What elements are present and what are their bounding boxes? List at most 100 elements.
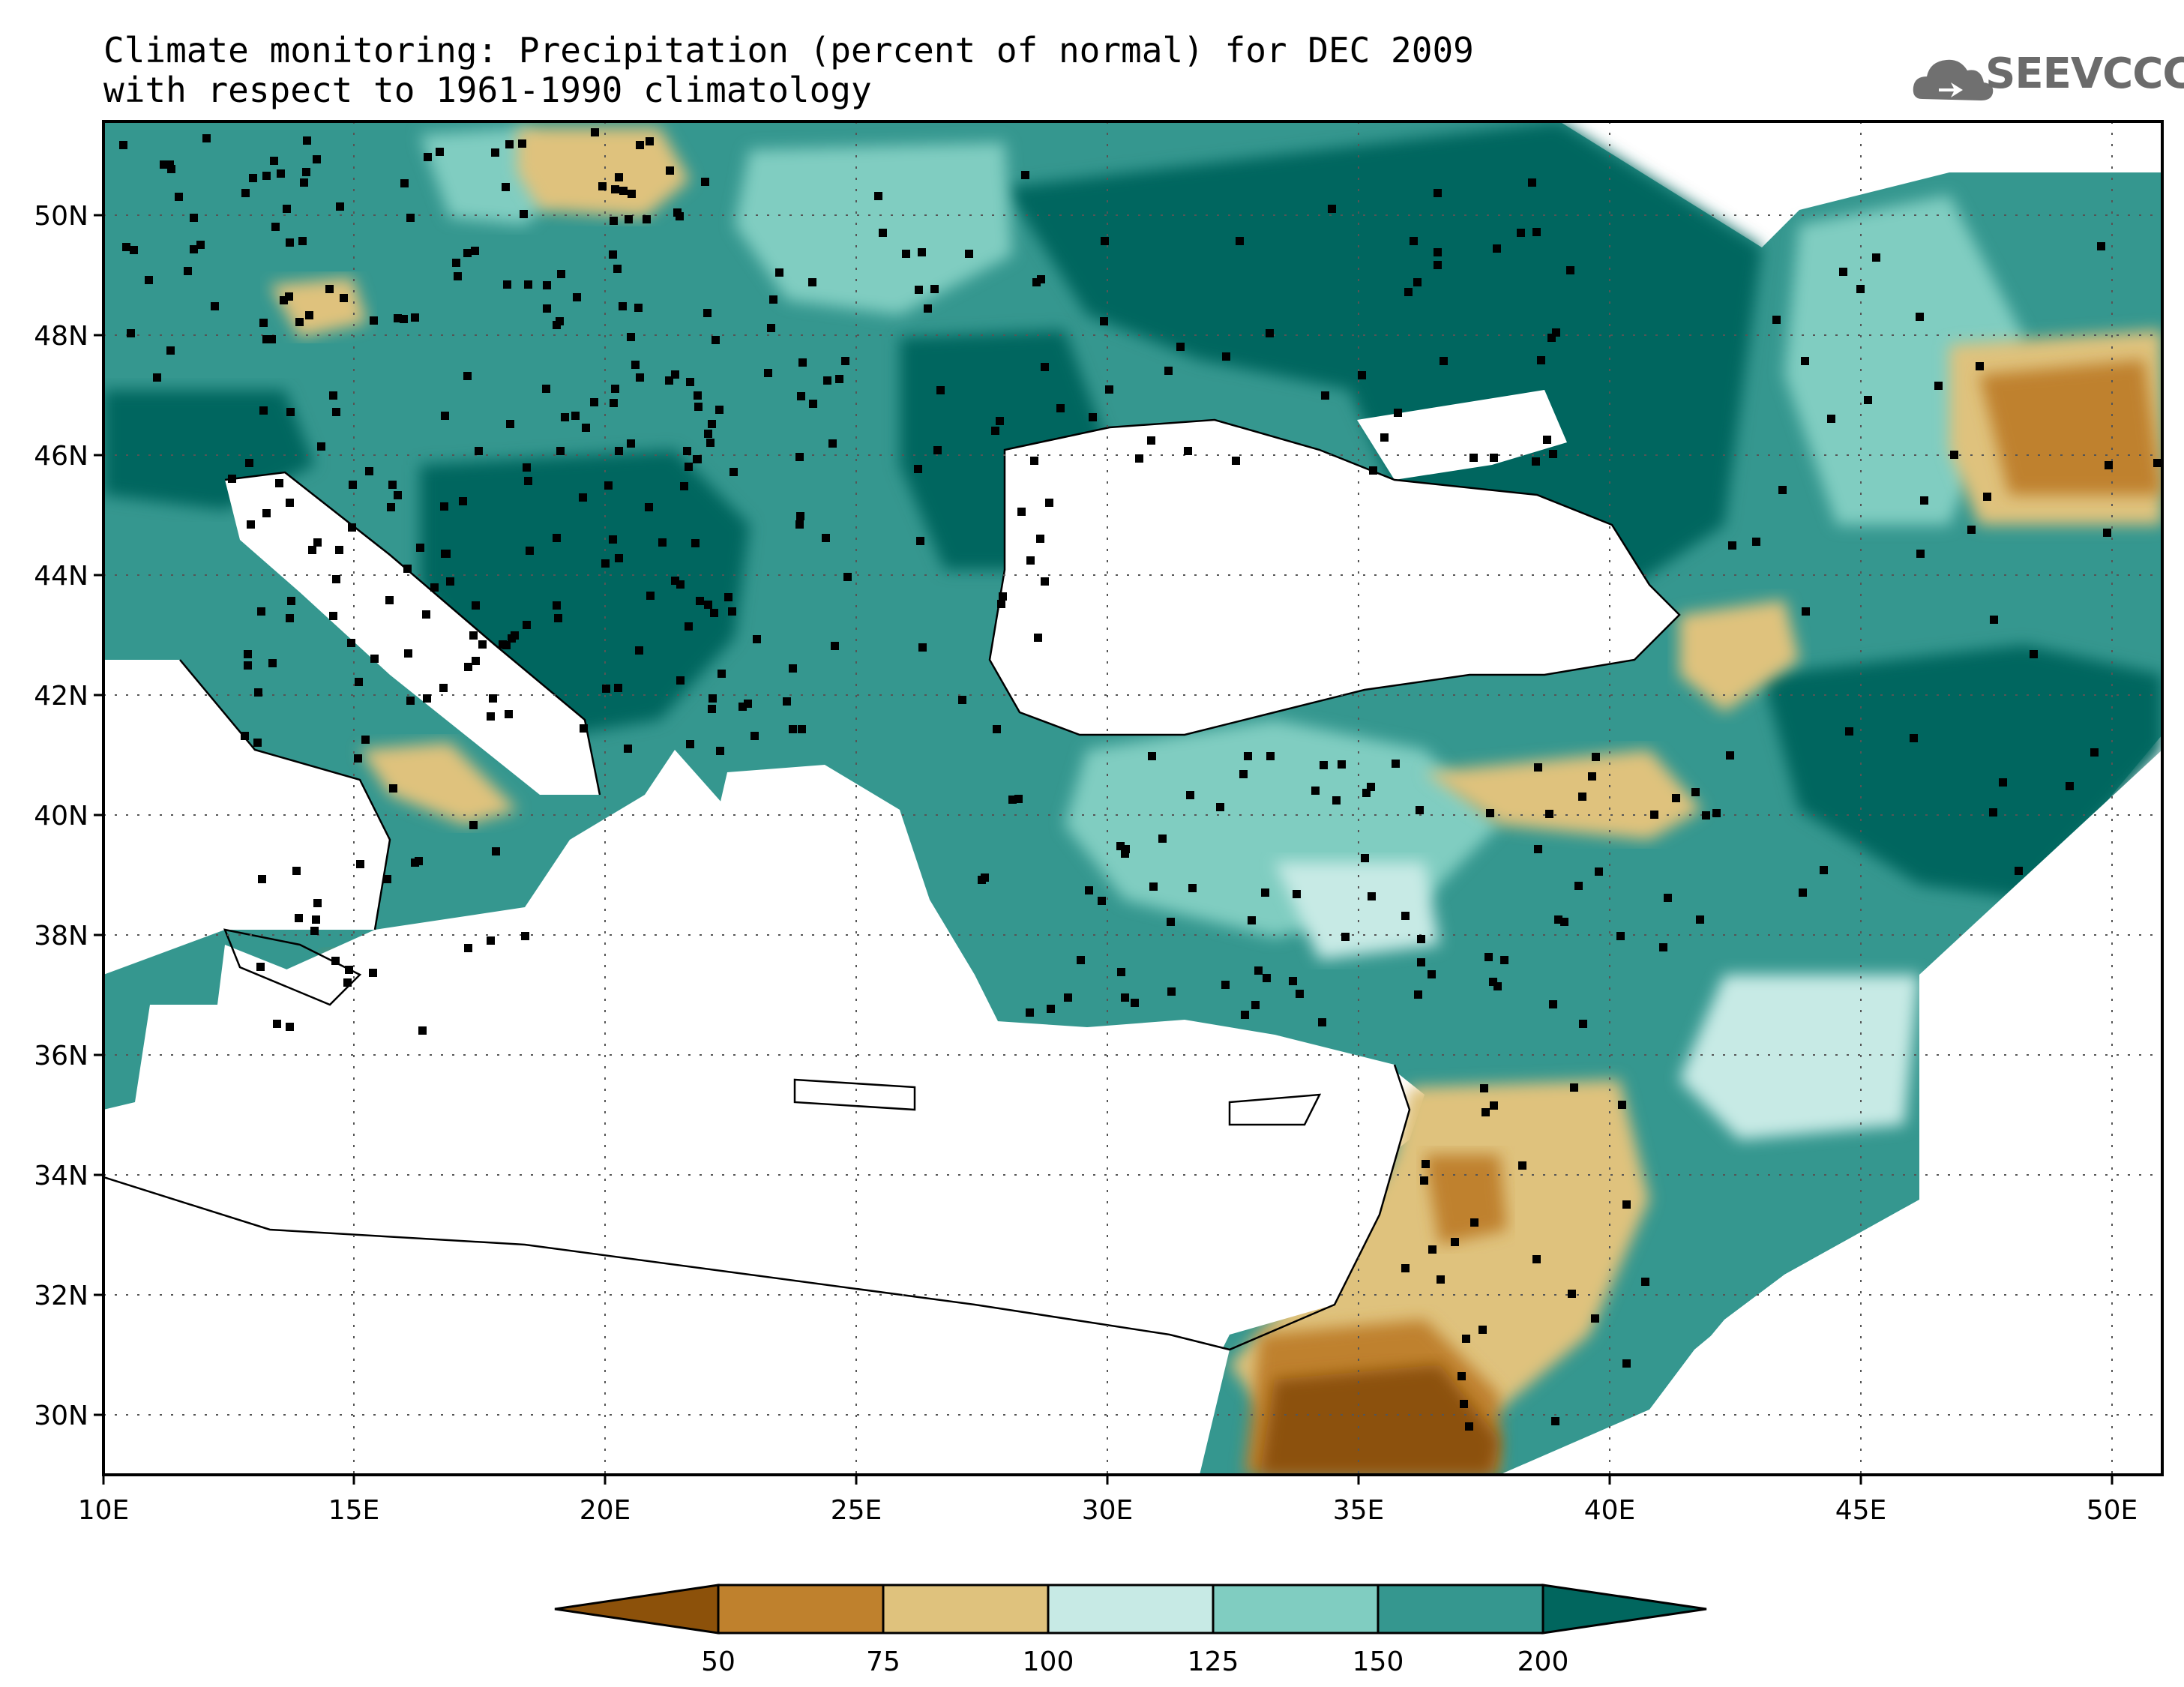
station-marker — [505, 140, 514, 148]
station-marker — [1176, 343, 1185, 351]
station-marker — [258, 875, 266, 883]
station-marker — [610, 399, 618, 407]
station-marker — [492, 847, 500, 855]
station-marker — [1920, 496, 1928, 505]
station-marker — [553, 601, 561, 610]
y-tick-label: 34N — [34, 1161, 88, 1191]
station-marker — [1404, 288, 1413, 296]
station-marker — [1618, 1101, 1626, 1109]
station-marker — [1469, 454, 1478, 462]
station-marker — [1451, 1238, 1459, 1246]
station-marker — [422, 610, 430, 619]
station-marker — [1401, 1264, 1410, 1272]
station-marker — [915, 286, 923, 294]
map-frame — [102, 120, 2164, 1476]
station-marker — [1641, 1278, 1649, 1286]
field-mid-levant — [1425, 1155, 1507, 1245]
station-marker — [1164, 367, 1173, 375]
station-marker — [933, 446, 942, 454]
station-marker — [1659, 943, 1667, 951]
station-marker — [1296, 990, 1304, 998]
station-marker — [615, 173, 623, 181]
station-marker — [1434, 248, 1442, 256]
station-marker — [423, 694, 431, 703]
station-marker — [308, 546, 316, 554]
station-marker — [646, 592, 655, 600]
station-marker — [1845, 727, 1853, 736]
station-marker — [1566, 266, 1574, 274]
station-marker — [683, 447, 691, 455]
station-marker — [543, 281, 551, 289]
station-marker — [744, 700, 752, 708]
station-marker — [1820, 866, 1828, 874]
east-nodata — [1499, 750, 2162, 1475]
station-marker — [580, 724, 588, 733]
station-marker — [1101, 237, 1109, 245]
station-marker — [241, 732, 249, 740]
black-sea — [990, 420, 1679, 735]
station-marker — [624, 745, 632, 753]
station-marker — [175, 193, 183, 201]
station-marker — [463, 372, 472, 380]
station-marker — [1358, 371, 1366, 379]
station-marker — [1026, 1008, 1034, 1017]
station-marker — [1574, 882, 1583, 890]
station-marker — [1460, 1400, 1468, 1408]
station-marker — [1041, 577, 1049, 586]
station-marker — [1394, 409, 1402, 417]
station-marker — [469, 821, 478, 829]
station-marker — [259, 406, 268, 415]
station-marker — [1121, 849, 1129, 858]
station-marker — [1493, 982, 1502, 990]
station-marker — [270, 157, 278, 165]
station-marker — [635, 646, 643, 655]
station-marker — [615, 554, 623, 562]
station-marker — [936, 386, 945, 394]
station-marker — [694, 403, 703, 411]
station-marker — [879, 229, 887, 237]
station-marker — [1056, 404, 1065, 412]
station-marker — [478, 640, 487, 649]
station-marker — [797, 392, 805, 400]
station-marker — [286, 408, 295, 416]
station-marker — [1254, 966, 1263, 975]
station-marker — [253, 739, 262, 747]
station-marker — [843, 573, 852, 581]
station-marker — [691, 539, 700, 547]
station-marker — [446, 577, 454, 586]
station-marker — [1528, 178, 1536, 187]
station-marker — [166, 346, 175, 355]
station-marker — [999, 592, 1007, 601]
station-marker — [1568, 1290, 1576, 1298]
station-marker — [1579, 1020, 1587, 1028]
station-marker — [287, 597, 295, 605]
field-tan-georgia — [1679, 600, 1799, 712]
station-marker — [277, 169, 285, 178]
station-marker — [709, 694, 717, 703]
station-marker — [2097, 242, 2105, 250]
station-marker — [1116, 842, 1125, 850]
field-pale-2 — [1679, 975, 1919, 1140]
station-marker — [472, 601, 480, 610]
station-marker — [1221, 981, 1230, 989]
station-marker — [370, 316, 378, 325]
station-marker — [285, 292, 293, 301]
field-dark-sinai — [1260, 1365, 1499, 1475]
colorbar — [554, 1584, 1707, 1635]
station-marker — [738, 703, 747, 711]
station-marker — [459, 497, 467, 505]
station-marker — [247, 520, 255, 529]
station-marker — [1085, 886, 1093, 894]
colorbar-segment — [1377, 1584, 1544, 1635]
station-marker — [394, 314, 402, 322]
station-marker — [1672, 794, 1680, 802]
station-marker — [2105, 461, 2113, 469]
station-marker — [1484, 953, 1493, 961]
station-marker — [1037, 275, 1045, 283]
x-tick-label: 15E — [328, 1495, 380, 1526]
station-marker — [835, 375, 843, 383]
station-marker — [511, 631, 519, 640]
station-marker — [259, 319, 268, 327]
station-marker — [166, 160, 174, 169]
